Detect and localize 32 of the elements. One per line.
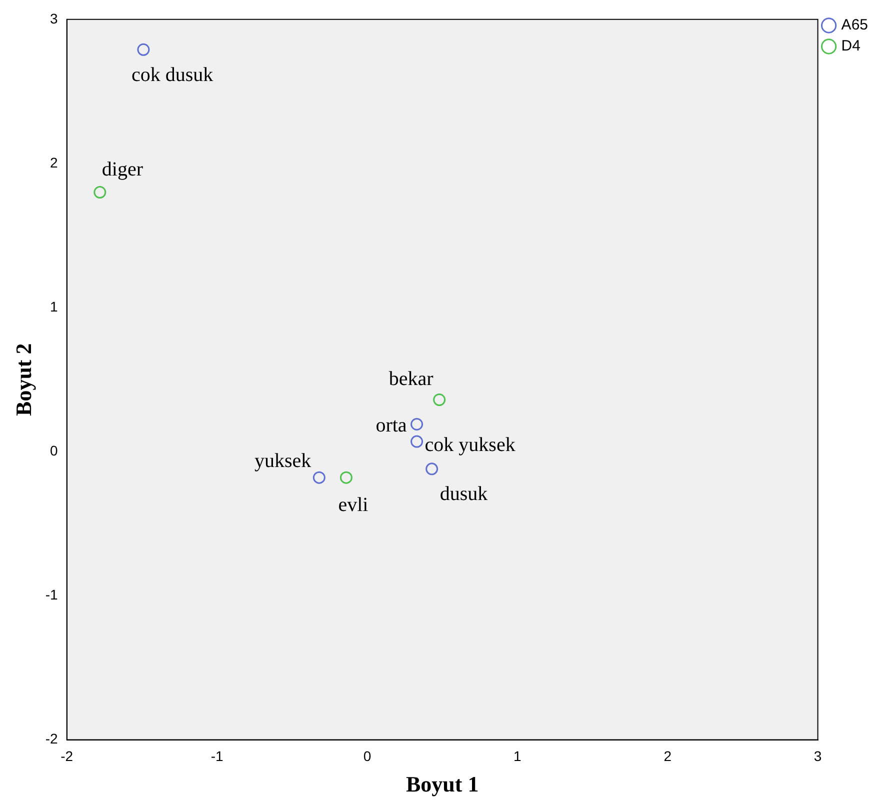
x-tick-label: -2 xyxy=(60,748,74,764)
point xyxy=(312,471,326,484)
point xyxy=(340,471,352,484)
annotation: bekar xyxy=(388,368,434,390)
legend-label: A65 xyxy=(841,16,868,34)
point xyxy=(94,186,106,199)
x-tick-label: 0 xyxy=(363,748,372,764)
point xyxy=(137,43,150,56)
annotation: orta xyxy=(376,414,407,437)
point xyxy=(433,394,446,406)
point xyxy=(426,462,438,476)
y-tick-label: 1 xyxy=(50,298,58,314)
x-tick-label: 1 xyxy=(514,748,522,764)
x-tick-label: 3 xyxy=(814,748,822,764)
annotation: dusuk xyxy=(440,483,488,506)
y-tick-label: 0 xyxy=(50,442,58,458)
annotation: diger xyxy=(102,158,144,181)
y-tick-label: 3 xyxy=(50,10,58,26)
x-tick-label: 2 xyxy=(664,748,672,764)
annotation: cok dusuk xyxy=(131,64,214,86)
legend-label: D4 xyxy=(841,38,860,55)
point xyxy=(410,435,424,448)
point xyxy=(410,418,424,431)
x-tick-label: -1 xyxy=(210,748,224,764)
y-tick-label: -2 xyxy=(45,730,58,747)
annotation: cok yuksek xyxy=(424,434,516,456)
annotation: evli xyxy=(338,494,369,516)
x-axis-title: Boyut 1 xyxy=(406,771,479,796)
y-axis-title: Boyut 2 xyxy=(10,343,36,416)
y-tick-label: 2 xyxy=(50,154,58,170)
y-tick-label: -1 xyxy=(45,586,58,603)
annotation: yuksek xyxy=(254,450,312,472)
